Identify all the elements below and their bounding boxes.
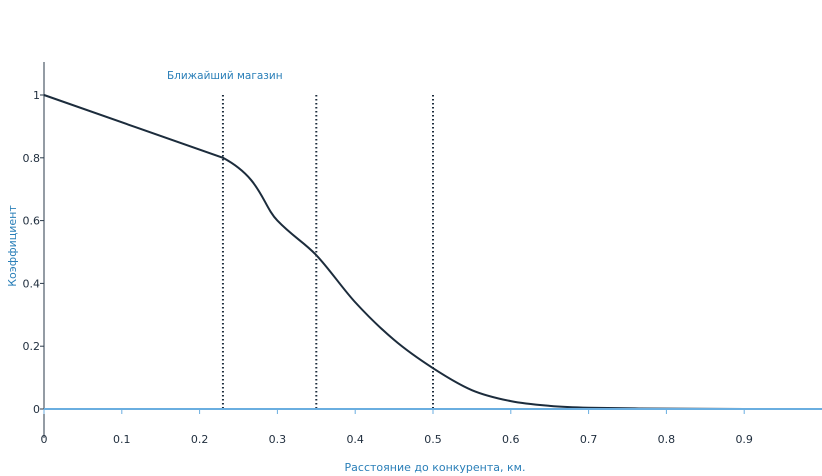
x-tick-label: 0.3: [269, 433, 287, 446]
x-tick-label: 0.6: [502, 433, 520, 446]
x-tick-label: 0.2: [191, 433, 209, 446]
y-tick-label: 0.4: [23, 277, 41, 290]
x-tick-label: 0.4: [346, 433, 364, 446]
y-tick-label: 0.8: [23, 152, 41, 165]
y-tick-label: 0.6: [23, 215, 41, 228]
annotation-label: Ближайший магазин: [167, 70, 283, 82]
x-axis-title: Расстояние до конкурента, км.: [345, 461, 526, 474]
x-tick-label: 0.5: [424, 433, 442, 446]
x-tick-label: 0.9: [735, 433, 753, 446]
y-tick-label: 1: [33, 89, 40, 102]
x-tick-label: 0.8: [658, 433, 676, 446]
y-axis-title: Коэффициент: [6, 205, 19, 287]
x-tick-label: 0.7: [580, 433, 598, 446]
x-tick-label: 0.1: [113, 433, 131, 446]
y-tick-label: 0.2: [23, 340, 41, 353]
y-tick-label: 0: [33, 403, 40, 416]
x-tick-label: 0: [41, 433, 48, 446]
